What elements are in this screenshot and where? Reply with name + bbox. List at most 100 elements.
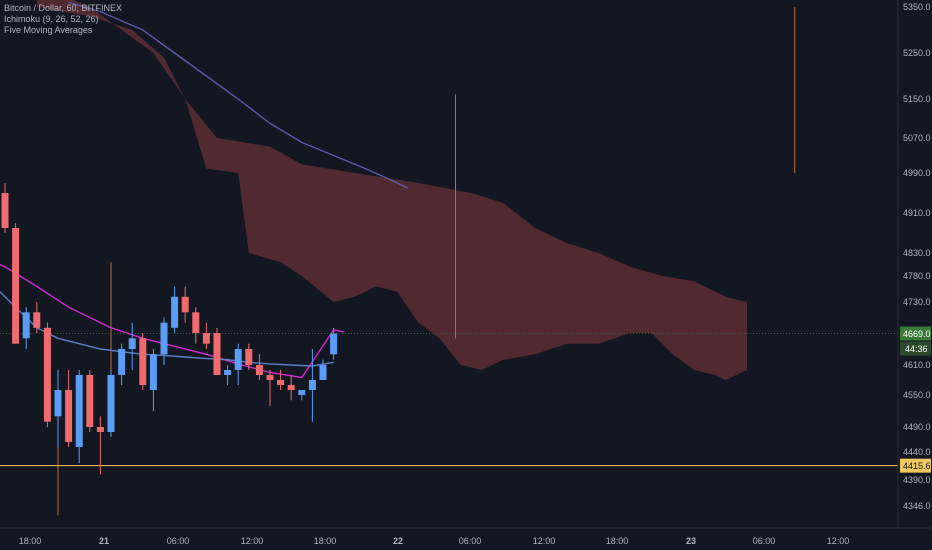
time-tick-label: 12:00: [827, 536, 850, 546]
current-price-badge: [900, 326, 931, 341]
chart-legend: Bitcoin / Dollar, 60, BITFINEX Ichimoku …: [4, 3, 122, 36]
time-tick-label: 18:00: [314, 536, 337, 546]
candle-body: [266, 375, 274, 380]
candle: [128, 322, 136, 370]
candle: [192, 307, 200, 344]
candle-body: [1, 193, 9, 228]
candle: [202, 322, 210, 349]
candle-body: [149, 354, 157, 390]
candle-body: [139, 338, 147, 385]
moving-average-purple: [68, 1, 409, 189]
time-tick-label: 06:00: [167, 536, 190, 546]
symbol-title: Bitcoin / Dollar, 60, BITFINEX: [4, 3, 123, 13]
candle-body: [33, 312, 41, 328]
candle: [224, 365, 232, 385]
ichimoku-cloud: [36, 0, 747, 380]
candle: [107, 370, 115, 437]
candle-body: [308, 380, 316, 390]
price-tick-label: 4730.0: [903, 297, 931, 307]
candle-body: [213, 333, 221, 375]
candle-body: [65, 390, 73, 442]
candle: [75, 370, 83, 464]
candle: [213, 327, 221, 375]
time-tick-label: 23: [686, 536, 696, 546]
price-tick-label: 4550.0: [903, 390, 931, 400]
candle-body: [181, 296, 189, 313]
current-price-label: 4669.0: [903, 329, 931, 339]
candle-body: [22, 312, 30, 339]
time-tick-label: 18:00: [606, 536, 629, 546]
candle-body: [12, 228, 20, 344]
candle: [287, 375, 295, 401]
candle-body: [319, 365, 327, 380]
price-tick-label: 4990.0: [903, 168, 931, 178]
candle: [160, 317, 168, 365]
candle-body: [96, 427, 104, 432]
ichimoku-label: Ichimoku (9, 26, 52, 26): [4, 14, 99, 24]
time-tick-label: 22: [393, 536, 403, 546]
candle: [22, 307, 30, 349]
candle-body: [298, 390, 306, 395]
candle: [65, 370, 73, 447]
candle: [298, 390, 306, 401]
price-tick-label: 4830.0: [903, 248, 931, 258]
candle: [330, 327, 338, 360]
candle: [245, 343, 253, 370]
candle-body: [118, 349, 126, 375]
time-tick-label: 12:00: [241, 536, 264, 546]
candle-body: [245, 349, 253, 365]
candle-body: [128, 338, 136, 349]
candle: [181, 286, 189, 323]
candle: [266, 370, 274, 406]
candle: [171, 286, 179, 333]
candle-body: [160, 322, 168, 355]
candle: [54, 370, 62, 447]
candle-body: [202, 333, 210, 344]
candle-body: [255, 365, 263, 375]
price-tick-label: 4910.0: [903, 208, 931, 218]
price-tick-label: 4490.0: [903, 422, 931, 432]
candle: [149, 349, 157, 411]
candle-body: [86, 375, 94, 427]
candle-body: [43, 327, 51, 422]
candle-body: [330, 333, 338, 355]
candle: [255, 354, 263, 380]
candle: [96, 416, 104, 475]
candle: [1, 183, 9, 233]
countdown-badge: [900, 341, 931, 356]
price-tick-label: 4346.0: [903, 501, 931, 511]
candle: [139, 333, 147, 390]
candle: [86, 370, 94, 432]
plot-layer: [0, 0, 898, 516]
price-tick-label: 4780.0: [903, 271, 931, 281]
level-badge: [900, 458, 931, 473]
time-tick-label: 06:00: [459, 536, 482, 546]
candle-body: [192, 312, 200, 333]
price-tick-label: 5250.0: [903, 48, 931, 58]
price-tick-label: 4440.0: [903, 447, 931, 457]
candle-body: [107, 375, 115, 432]
candle-body: [234, 349, 242, 370]
price-tick-label: 5350.0: [903, 2, 931, 12]
level-label: 4415.6: [903, 461, 931, 471]
time-tick-label: 12:00: [533, 536, 556, 546]
price-tick-label: 4390.0: [903, 475, 931, 485]
candle: [43, 322, 51, 427]
price-tick-label: 5070.0: [903, 133, 931, 143]
candle-body: [171, 296, 179, 328]
time-tick-label: 06:00: [753, 536, 776, 546]
moving-averages-label: Five Moving Averages: [4, 25, 93, 35]
moving-average-magenta: [0, 263, 345, 379]
price-tick-label: 5150.0: [903, 94, 931, 104]
candle-body: [224, 370, 232, 375]
time-tick-label: 18:00: [19, 536, 42, 546]
candle-body: [54, 390, 62, 417]
countdown-label: 44:36: [905, 344, 928, 354]
candle: [234, 343, 242, 385]
candle: [12, 223, 20, 344]
candle: [33, 302, 41, 333]
candle-body: [277, 380, 285, 385]
time-tick-label: 21: [99, 536, 109, 546]
